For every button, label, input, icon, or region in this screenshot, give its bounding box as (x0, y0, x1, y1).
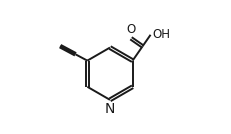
Text: OH: OH (152, 28, 170, 41)
Text: N: N (104, 102, 115, 116)
Text: O: O (126, 23, 135, 36)
